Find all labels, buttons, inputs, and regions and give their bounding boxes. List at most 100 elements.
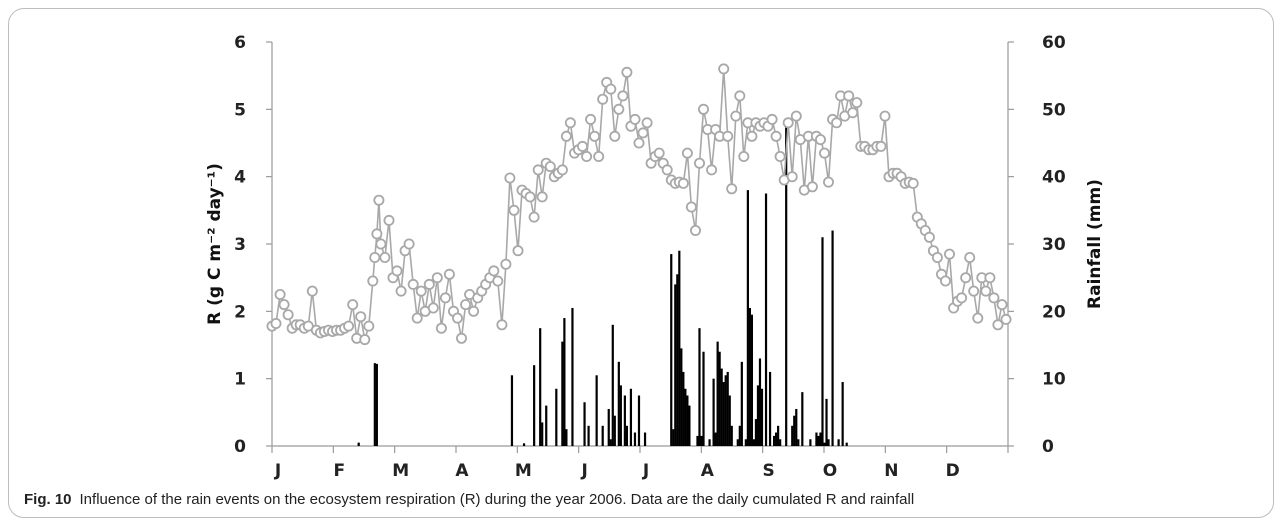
left-tick-label: 3 xyxy=(234,235,246,255)
respiration-point xyxy=(677,177,689,189)
month-tick-label: A xyxy=(455,461,469,481)
rainfall-bar xyxy=(680,348,683,446)
respiration-point xyxy=(694,157,706,169)
respiration-point xyxy=(270,317,282,329)
respiration-point xyxy=(831,117,843,129)
rainfall-bar xyxy=(724,375,727,446)
rainfall-bar xyxy=(625,425,628,446)
rainfall-bar xyxy=(793,415,796,446)
respiration-point xyxy=(923,231,935,243)
respiration-point xyxy=(423,278,435,290)
respiration-point xyxy=(730,110,742,122)
right-tick-label: 20 xyxy=(1042,302,1066,322)
month-tick-label: J xyxy=(274,461,281,481)
rainfall-bar xyxy=(698,328,701,446)
rainfall-bar xyxy=(841,382,844,446)
respiration-point xyxy=(512,245,524,257)
rainfall-bar xyxy=(375,363,378,446)
rainfall-bar xyxy=(764,193,768,446)
rainfall-bar xyxy=(533,365,536,446)
rainfall-bar xyxy=(758,358,762,446)
rainfall-bar xyxy=(623,395,626,446)
right-tick-label: 30 xyxy=(1042,235,1066,255)
right-tick-label: 0 xyxy=(1042,437,1054,457)
rainfall-bar xyxy=(819,432,822,446)
respiration-point xyxy=(685,201,697,213)
respiration-point xyxy=(496,319,508,331)
rainfall-bar xyxy=(555,388,558,446)
respiration-point xyxy=(347,299,359,311)
rainfall-bar xyxy=(522,443,526,446)
rainfall-bar xyxy=(718,351,721,446)
rainfall-bar xyxy=(712,378,715,446)
month-tick-label: S xyxy=(763,461,775,481)
rainfall-bar xyxy=(797,439,800,446)
rainfall-bar xyxy=(726,371,729,446)
respiration-point xyxy=(637,127,649,139)
rainfall-bar xyxy=(837,439,840,446)
rainfall-bar xyxy=(756,385,760,446)
respiration-point xyxy=(597,93,609,105)
rainfall-bar xyxy=(563,318,566,446)
rainfall-bar xyxy=(708,439,711,446)
respiration-point xyxy=(492,275,504,287)
respiration-point xyxy=(443,268,455,280)
rainfall-bar xyxy=(827,439,830,446)
month-tick-label: N xyxy=(884,461,898,481)
respiration-point xyxy=(988,292,1000,304)
respiration-point xyxy=(681,147,693,159)
respiration-point xyxy=(371,228,383,240)
respiration-point xyxy=(560,130,572,142)
respiration-point xyxy=(427,302,439,314)
respiration-point xyxy=(431,272,443,284)
rainfall-bar xyxy=(831,230,834,446)
respiration-point xyxy=(363,320,375,332)
rainfall-bar xyxy=(744,439,747,446)
respiration-point xyxy=(278,299,290,311)
respiration-point xyxy=(468,305,480,317)
respiration-point xyxy=(940,275,952,287)
rainfall-bar xyxy=(682,371,685,446)
respiration-point xyxy=(369,251,381,263)
respiration-point xyxy=(282,309,294,321)
rainfall-bar xyxy=(609,439,612,446)
caption-label: Fig. 10 xyxy=(24,491,72,508)
rainfall-bar xyxy=(768,371,772,446)
respiration-point xyxy=(661,164,673,176)
respiration-point xyxy=(488,265,500,277)
figure-caption: Fig. 10 Influence of the rain events on t… xyxy=(24,491,1264,508)
rainfall-bar xyxy=(684,388,687,446)
respiration-point xyxy=(403,238,415,250)
rainfall-bar xyxy=(716,341,719,446)
left-tick-label: 4 xyxy=(234,168,246,188)
rainfall-bar xyxy=(728,395,731,446)
rainfall-bar xyxy=(795,408,798,446)
rainfall-bar xyxy=(678,250,681,446)
respiration-point xyxy=(544,161,556,173)
respiration-point xyxy=(823,176,835,188)
right-tick-label: 40 xyxy=(1042,168,1066,188)
rainfall-bar xyxy=(736,439,739,446)
rainfall-bar xyxy=(760,388,764,446)
rainfall-bar xyxy=(738,425,741,446)
respiration-point xyxy=(931,251,943,263)
rainfall-bar xyxy=(772,435,776,446)
respiration-point xyxy=(1000,313,1012,325)
month-tick-label: F xyxy=(334,461,346,481)
respiration-point xyxy=(373,194,385,206)
rainfall-bar xyxy=(510,375,514,446)
rainfall-bar xyxy=(700,435,703,446)
rainfall-bar xyxy=(561,341,564,446)
month-tick-label: O xyxy=(823,461,837,481)
right-axis-title: Rainfall (mm) xyxy=(1085,179,1105,309)
respiration-series xyxy=(266,63,1012,346)
respiration-point xyxy=(641,117,653,129)
month-tick-label: M xyxy=(515,461,532,481)
rainfall-bar xyxy=(752,439,756,446)
left-tick-label: 2 xyxy=(234,302,246,322)
respiration-point xyxy=(960,272,972,284)
rainfall-bar xyxy=(607,408,610,446)
respiration-point xyxy=(944,248,956,260)
respiration-point xyxy=(992,319,1004,331)
